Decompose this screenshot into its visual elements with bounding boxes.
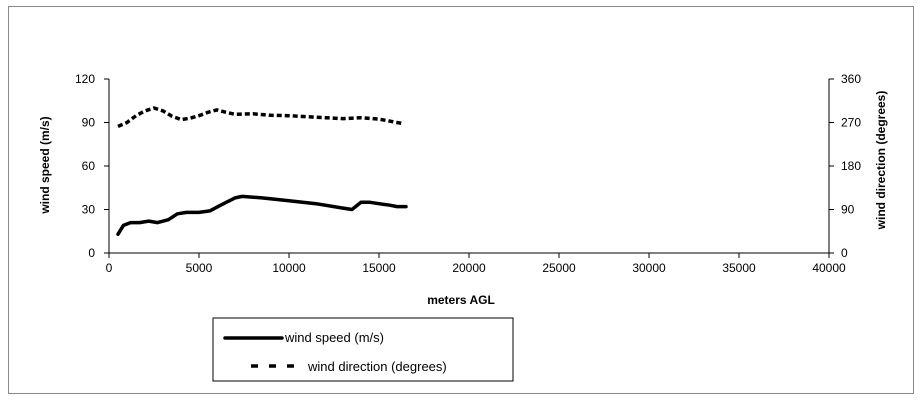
plot-area: 0 5000 10000 15000 20000 25000 30000 35000 40000… bbox=[75, 72, 861, 275]
x-tick-label: 0 bbox=[106, 261, 113, 275]
legend: wind speed (m/s) wind direction (degrees… bbox=[212, 317, 514, 382]
legend-label-wind-speed: wind speed (m/s) bbox=[284, 330, 384, 345]
y-axis-title: wind speed (m/s) bbox=[38, 116, 52, 214]
y-tick-label: 0 bbox=[88, 246, 95, 260]
y2-tick-label: 90 bbox=[841, 203, 855, 217]
legend-label-wind-direction: wind direction (degrees) bbox=[307, 359, 447, 374]
y-tick-label: 30 bbox=[82, 203, 96, 217]
x-tick-label: 5000 bbox=[186, 261, 213, 275]
y-tick-label: 60 bbox=[82, 159, 96, 173]
y2-tick-label: 270 bbox=[841, 116, 861, 130]
y2-tick-label: 180 bbox=[841, 159, 861, 173]
x-tick-label: 35000 bbox=[722, 261, 756, 275]
x-axis-title: meters AGL bbox=[427, 293, 495, 307]
x-tick-label: 20000 bbox=[452, 261, 486, 275]
y2-tick-label: 0 bbox=[841, 246, 848, 260]
y-tick-label: 90 bbox=[82, 116, 96, 130]
x-tick-label: 40000 bbox=[812, 261, 846, 275]
y2-axis-title: wind direction (degrees) bbox=[874, 91, 888, 231]
x-tick-label: 15000 bbox=[362, 261, 396, 275]
x-tick-label: 30000 bbox=[632, 261, 666, 275]
x-tick-label: 25000 bbox=[542, 261, 576, 275]
y-tick-label: 120 bbox=[75, 72, 95, 86]
series-line-wind-speed bbox=[116, 194, 408, 236]
y2-tick-label: 360 bbox=[841, 72, 861, 86]
x-tick-label: 10000 bbox=[272, 261, 306, 275]
series-line-wind-direction bbox=[117, 106, 403, 129]
legend-box bbox=[212, 317, 514, 382]
